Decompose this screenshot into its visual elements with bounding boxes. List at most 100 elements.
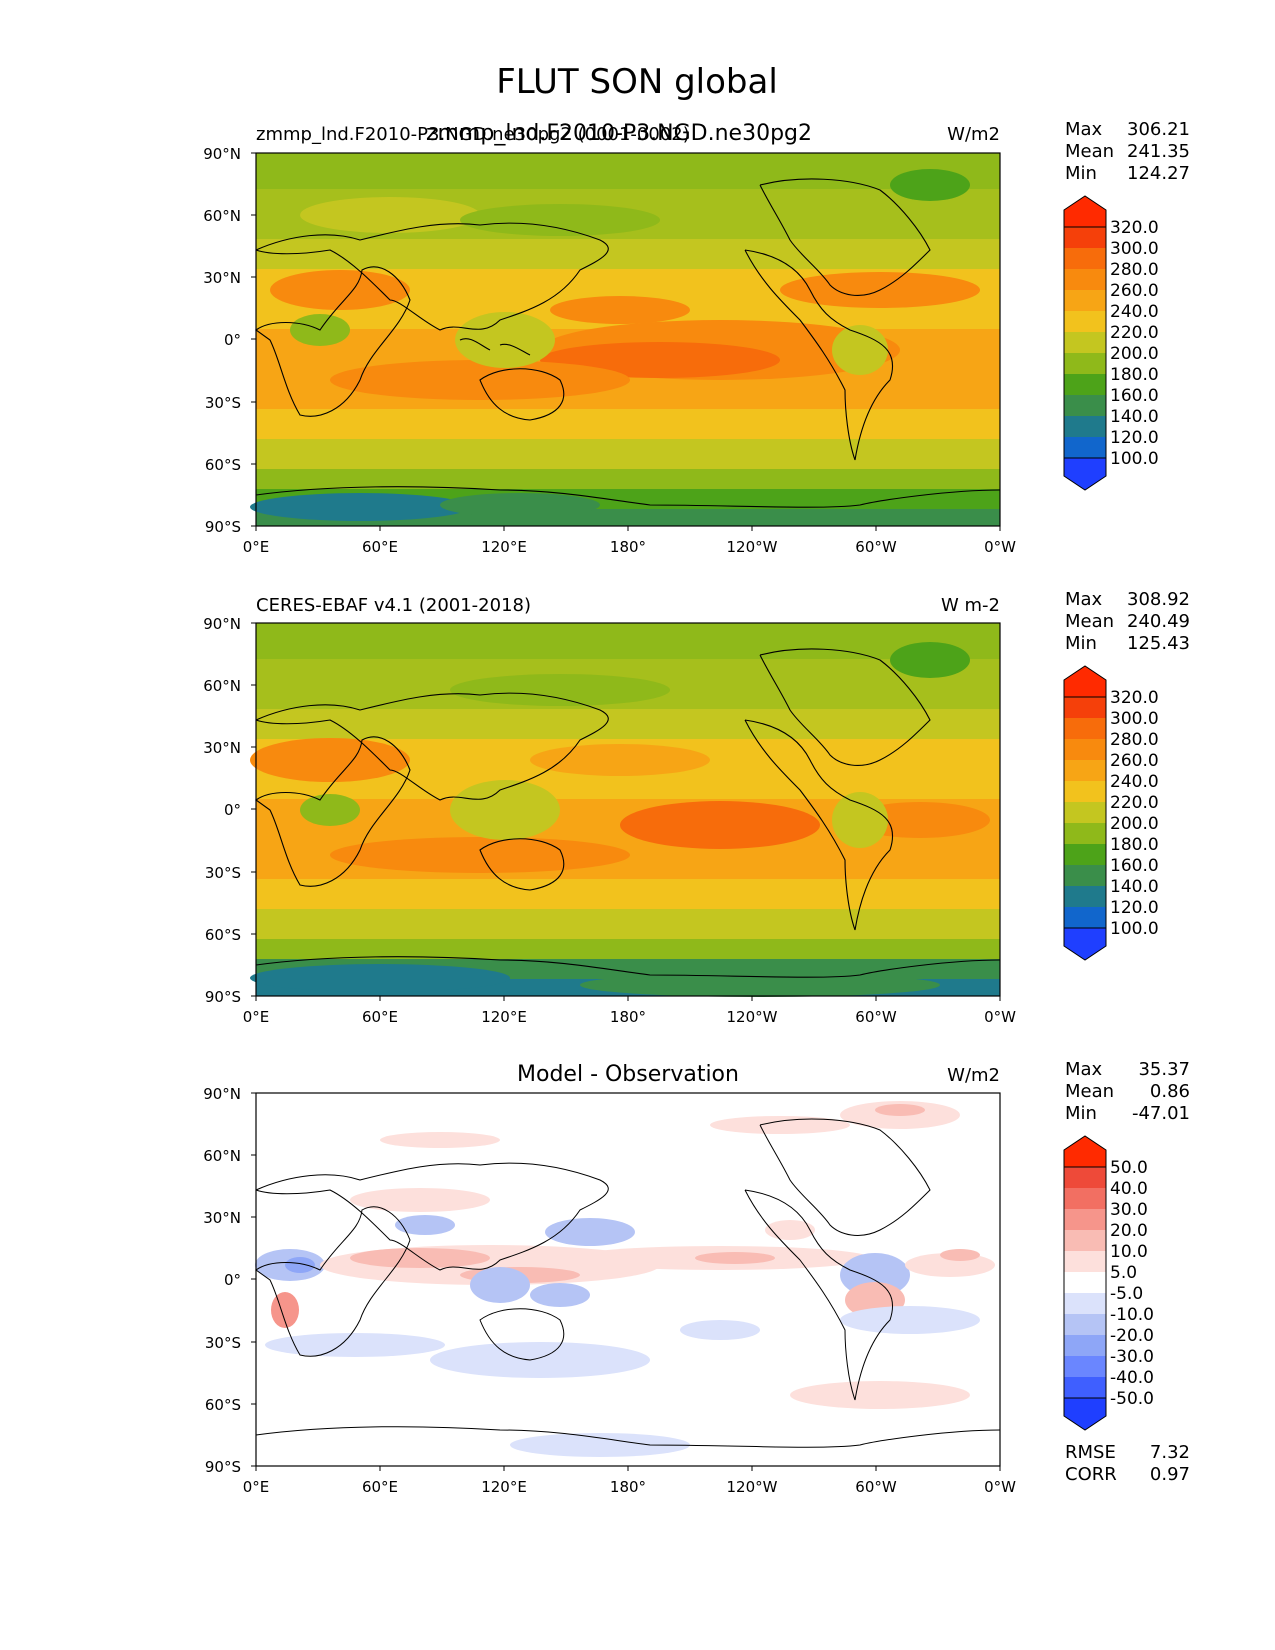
lat-tick-label: 60°N — [203, 1147, 241, 1165]
lat-tick-label: 90°N — [203, 1085, 241, 1103]
panel-title-left: CERES-EBAF v4.1 (2001-2018) — [256, 595, 531, 616]
lat-tick-label: 60°N — [203, 207, 241, 225]
stat-value: 124.27 — [1127, 163, 1190, 184]
panel-units: W m-2 — [941, 595, 1000, 616]
colorbar-label: -40.0 — [1110, 1368, 1154, 1388]
panel-difference: Model - Observation W/m2 — [203, 1059, 1190, 1496]
lon-ticks: 0°E 60°E 120°E 180° 120°W 60°W 0°W — [243, 526, 1016, 556]
rmse-value: 7.32 — [1150, 1442, 1190, 1463]
colorbar-label: -50.0 — [1110, 1389, 1154, 1409]
lon-tick-label: 0°E — [243, 538, 270, 556]
colorbar-label: 280.0 — [1110, 260, 1159, 280]
colorbar-label: 280.0 — [1110, 730, 1159, 750]
panel-title-center: Model - Observation — [517, 1062, 739, 1087]
stat-label: Max — [1065, 119, 1103, 140]
lon-tick-label: 0°E — [243, 1008, 270, 1026]
stat-label: Mean — [1065, 141, 1114, 162]
lat-tick-label: 90°N — [203, 615, 241, 633]
stats-box: Max 308.92 Mean 240.49 Min 125.43 — [1065, 589, 1190, 654]
lon-tick-label: 180° — [610, 538, 646, 556]
rmse-label: RMSE — [1065, 1442, 1116, 1463]
colorbar-label: 300.0 — [1110, 239, 1159, 259]
colorbar-label: 40.0 — [1110, 1179, 1148, 1199]
colorbar-label: 100.0 — [1110, 919, 1159, 939]
stat-label: Min — [1065, 1103, 1097, 1124]
colorbar-label: 5.0 — [1110, 1263, 1137, 1283]
lon-ticks: 0°E 60°E 120°E 180° 120°W 60°W 0°W — [243, 996, 1016, 1026]
lat-tick-label: 90°S — [205, 518, 241, 536]
lon-tick-label: 60°W — [855, 1008, 897, 1026]
lon-tick-label: 60°E — [362, 538, 398, 556]
colorbar-label: 240.0 — [1110, 302, 1159, 322]
colorbar-label: 320.0 — [1110, 688, 1159, 708]
colorbar-label: 220.0 — [1110, 323, 1159, 343]
lat-tick-label: 90°S — [205, 988, 241, 1006]
colorbar-label: 260.0 — [1110, 281, 1159, 301]
stat-value: -47.01 — [1132, 1103, 1190, 1124]
lat-tick-label: 0° — [224, 1271, 241, 1289]
lat-tick-label: 30°N — [203, 1209, 241, 1227]
colorbar-label: 220.0 — [1110, 793, 1159, 813]
panel-title-left: zmmp_lnd.F2010-P3.NGD.ne30pg2 (0001-0002… — [256, 124, 690, 145]
colorbar-label: -30.0 — [1110, 1347, 1154, 1367]
colorbar-label: 320.0 — [1110, 218, 1159, 238]
colorbar-label: 260.0 — [1110, 751, 1159, 771]
stat-label: Mean — [1065, 611, 1114, 632]
stat-value: 240.49 — [1127, 611, 1190, 632]
lat-tick-label: 60°S — [205, 926, 241, 944]
lon-tick-label: 120°W — [727, 1478, 778, 1496]
lon-tick-label: 120°E — [481, 538, 527, 556]
panel-title-center: zmmp_lnd.F2010-P3.NGD.ne30pg2 — [426, 121, 812, 146]
stat-value: 0.86 — [1150, 1081, 1190, 1102]
lat-tick-label: 30°S — [205, 1334, 241, 1352]
lon-ticks: 0°E 60°E 120°E 180° 120°W 60°W 0°W — [243, 1466, 1016, 1496]
lon-tick-label: 60°E — [362, 1008, 398, 1026]
lon-tick-label: 120°W — [727, 1008, 778, 1026]
colorbar: 320.0 300.0 280.0 260.0 240.0 220.0 200.… — [1063, 665, 1159, 961]
lon-tick-label: 0°W — [984, 538, 1016, 556]
map-field — [255, 1093, 1001, 1466]
lon-tick-label: 0°E — [243, 1478, 270, 1496]
colorbar-label: 50.0 — [1110, 1158, 1148, 1178]
colorbar-label: 160.0 — [1110, 386, 1159, 406]
lat-tick-label: 30°S — [205, 864, 241, 882]
colorbar-label: 300.0 — [1110, 709, 1159, 729]
panel-model: zmmp_lnd.F2010-P3.NGD.ne30pg2 (0001-0002… — [203, 119, 1190, 556]
lat-tick-label: 0° — [224, 801, 241, 819]
colorbar-label: 200.0 — [1110, 814, 1159, 834]
lon-tick-label: 60°W — [855, 1478, 897, 1496]
colorbar-label: -5.0 — [1110, 1284, 1143, 1304]
lon-tick-label: 180° — [610, 1478, 646, 1496]
colorbar: 320.0 300.0 280.0 260.0 240.0 220.0 200.… — [1063, 195, 1159, 491]
panel-observation: CERES-EBAF v4.1 (2001-2018) W m-2 — [203, 589, 1190, 1026]
stats-box: Max 35.37 Mean 0.86 Min -47.01 — [1065, 1059, 1190, 1124]
lat-tick-label: 60°S — [205, 1396, 241, 1414]
lat-tick-label: 90°N — [203, 145, 241, 163]
stat-value: 306.21 — [1127, 119, 1190, 140]
stat-value: 308.92 — [1127, 589, 1190, 610]
lon-tick-label: 180° — [610, 1008, 646, 1026]
lat-ticks: 90°N 60°N 30°N 0° 30°S 60°S 90°S — [203, 615, 256, 1006]
colorbar-label: 160.0 — [1110, 856, 1159, 876]
corr-value: 0.97 — [1150, 1464, 1190, 1485]
lat-ticks: 90°N 60°N 30°N 0° 30°S 60°S 90°S — [203, 145, 256, 536]
colorbar-label: -10.0 — [1110, 1305, 1154, 1325]
colorbar-label: 180.0 — [1110, 835, 1159, 855]
colorbar-label: 100.0 — [1110, 449, 1159, 469]
panel-units: W/m2 — [947, 124, 1000, 145]
panel-units: W/m2 — [947, 1065, 1000, 1086]
colorbar-label: 140.0 — [1110, 877, 1159, 897]
lon-tick-label: 60°W — [855, 538, 897, 556]
stat-label: Mean — [1065, 1081, 1114, 1102]
stat-value: 35.37 — [1138, 1059, 1190, 1080]
corr-label: CORR — [1065, 1464, 1117, 1485]
stat-label: Min — [1065, 163, 1097, 184]
figure-title: FLUT SON global — [496, 62, 778, 102]
colorbar-label: 240.0 — [1110, 772, 1159, 792]
lat-tick-label: 0° — [224, 331, 241, 349]
lon-tick-label: 0°W — [984, 1008, 1016, 1026]
colorbar-label: 20.0 — [1110, 1221, 1148, 1241]
map-field — [250, 153, 1001, 526]
stat-value: 125.43 — [1127, 633, 1190, 654]
